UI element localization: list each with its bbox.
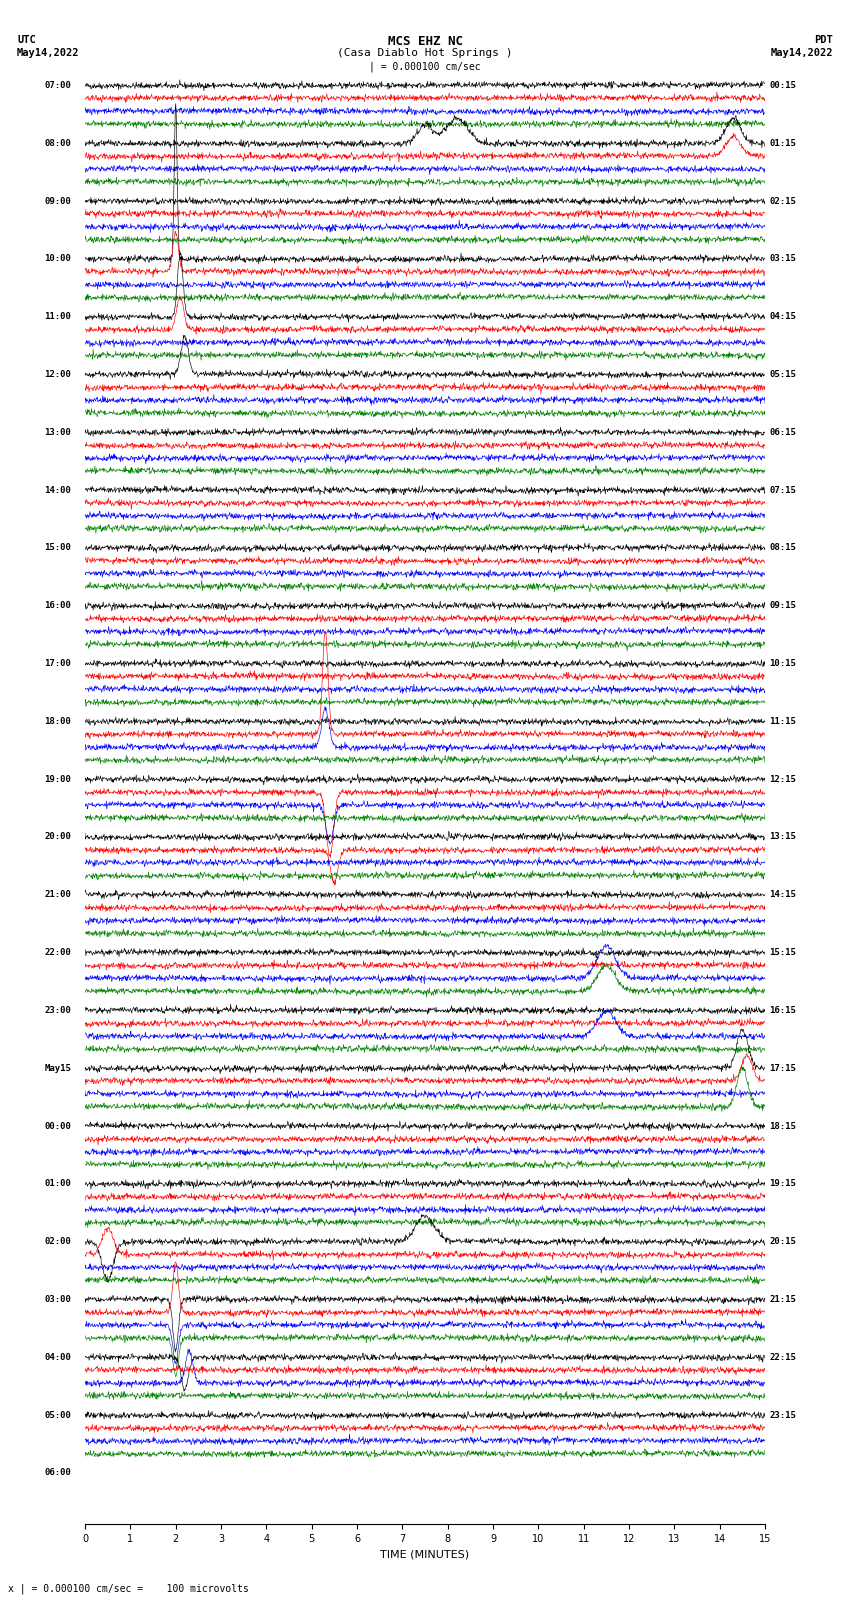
Text: 15:00: 15:00 <box>44 544 71 552</box>
Text: 13:00: 13:00 <box>44 427 71 437</box>
Text: 15:15: 15:15 <box>769 948 796 957</box>
Text: 14:00: 14:00 <box>44 486 71 495</box>
Text: | = 0.000100 cm/sec: | = 0.000100 cm/sec <box>369 61 481 73</box>
Text: 11:15: 11:15 <box>769 716 796 726</box>
Text: 01:15: 01:15 <box>769 139 796 148</box>
X-axis label: TIME (MINUTES): TIME (MINUTES) <box>381 1550 469 1560</box>
Text: 07:15: 07:15 <box>769 486 796 495</box>
Text: 00:00: 00:00 <box>44 1121 71 1131</box>
Text: 21:00: 21:00 <box>44 890 71 900</box>
Text: 21:15: 21:15 <box>769 1295 796 1303</box>
Text: 12:00: 12:00 <box>44 369 71 379</box>
Text: 12:15: 12:15 <box>769 774 796 784</box>
Text: 08:00: 08:00 <box>44 139 71 148</box>
Text: 20:00: 20:00 <box>44 832 71 842</box>
Text: (Casa Diablo Hot Springs ): (Casa Diablo Hot Springs ) <box>337 48 513 58</box>
Text: May14,2022: May14,2022 <box>17 48 80 58</box>
Text: 02:00: 02:00 <box>44 1237 71 1247</box>
Text: 06:00: 06:00 <box>44 1468 71 1478</box>
Text: 11:00: 11:00 <box>44 313 71 321</box>
Text: 04:15: 04:15 <box>769 313 796 321</box>
Text: 01:00: 01:00 <box>44 1179 71 1189</box>
Text: 17:15: 17:15 <box>769 1063 796 1073</box>
Text: 10:15: 10:15 <box>769 660 796 668</box>
Text: 05:15: 05:15 <box>769 369 796 379</box>
Text: x | = 0.000100 cm/sec =    100 microvolts: x | = 0.000100 cm/sec = 100 microvolts <box>8 1582 249 1594</box>
Text: 17:00: 17:00 <box>44 660 71 668</box>
Text: MCS EHZ NC: MCS EHZ NC <box>388 35 462 48</box>
Text: 09:15: 09:15 <box>769 602 796 610</box>
Text: 23:00: 23:00 <box>44 1007 71 1015</box>
Text: 03:15: 03:15 <box>769 255 796 263</box>
Text: May14,2022: May14,2022 <box>770 48 833 58</box>
Text: May15: May15 <box>44 1063 71 1073</box>
Text: 06:15: 06:15 <box>769 427 796 437</box>
Text: 19:00: 19:00 <box>44 774 71 784</box>
Text: 14:15: 14:15 <box>769 890 796 900</box>
Text: PDT: PDT <box>814 35 833 45</box>
Text: 22:00: 22:00 <box>44 948 71 957</box>
Text: 08:15: 08:15 <box>769 544 796 552</box>
Text: 18:15: 18:15 <box>769 1121 796 1131</box>
Text: 16:15: 16:15 <box>769 1007 796 1015</box>
Text: 05:00: 05:00 <box>44 1411 71 1419</box>
Text: UTC: UTC <box>17 35 36 45</box>
Text: 07:00: 07:00 <box>44 81 71 90</box>
Text: 18:00: 18:00 <box>44 716 71 726</box>
Text: 10:00: 10:00 <box>44 255 71 263</box>
Text: 22:15: 22:15 <box>769 1353 796 1361</box>
Text: 13:15: 13:15 <box>769 832 796 842</box>
Text: 19:15: 19:15 <box>769 1179 796 1189</box>
Text: 04:00: 04:00 <box>44 1353 71 1361</box>
Text: 09:00: 09:00 <box>44 197 71 205</box>
Text: 20:15: 20:15 <box>769 1237 796 1247</box>
Text: 02:15: 02:15 <box>769 197 796 205</box>
Text: 16:00: 16:00 <box>44 602 71 610</box>
Text: 23:15: 23:15 <box>769 1411 796 1419</box>
Text: 03:00: 03:00 <box>44 1295 71 1303</box>
Text: 00:15: 00:15 <box>769 81 796 90</box>
